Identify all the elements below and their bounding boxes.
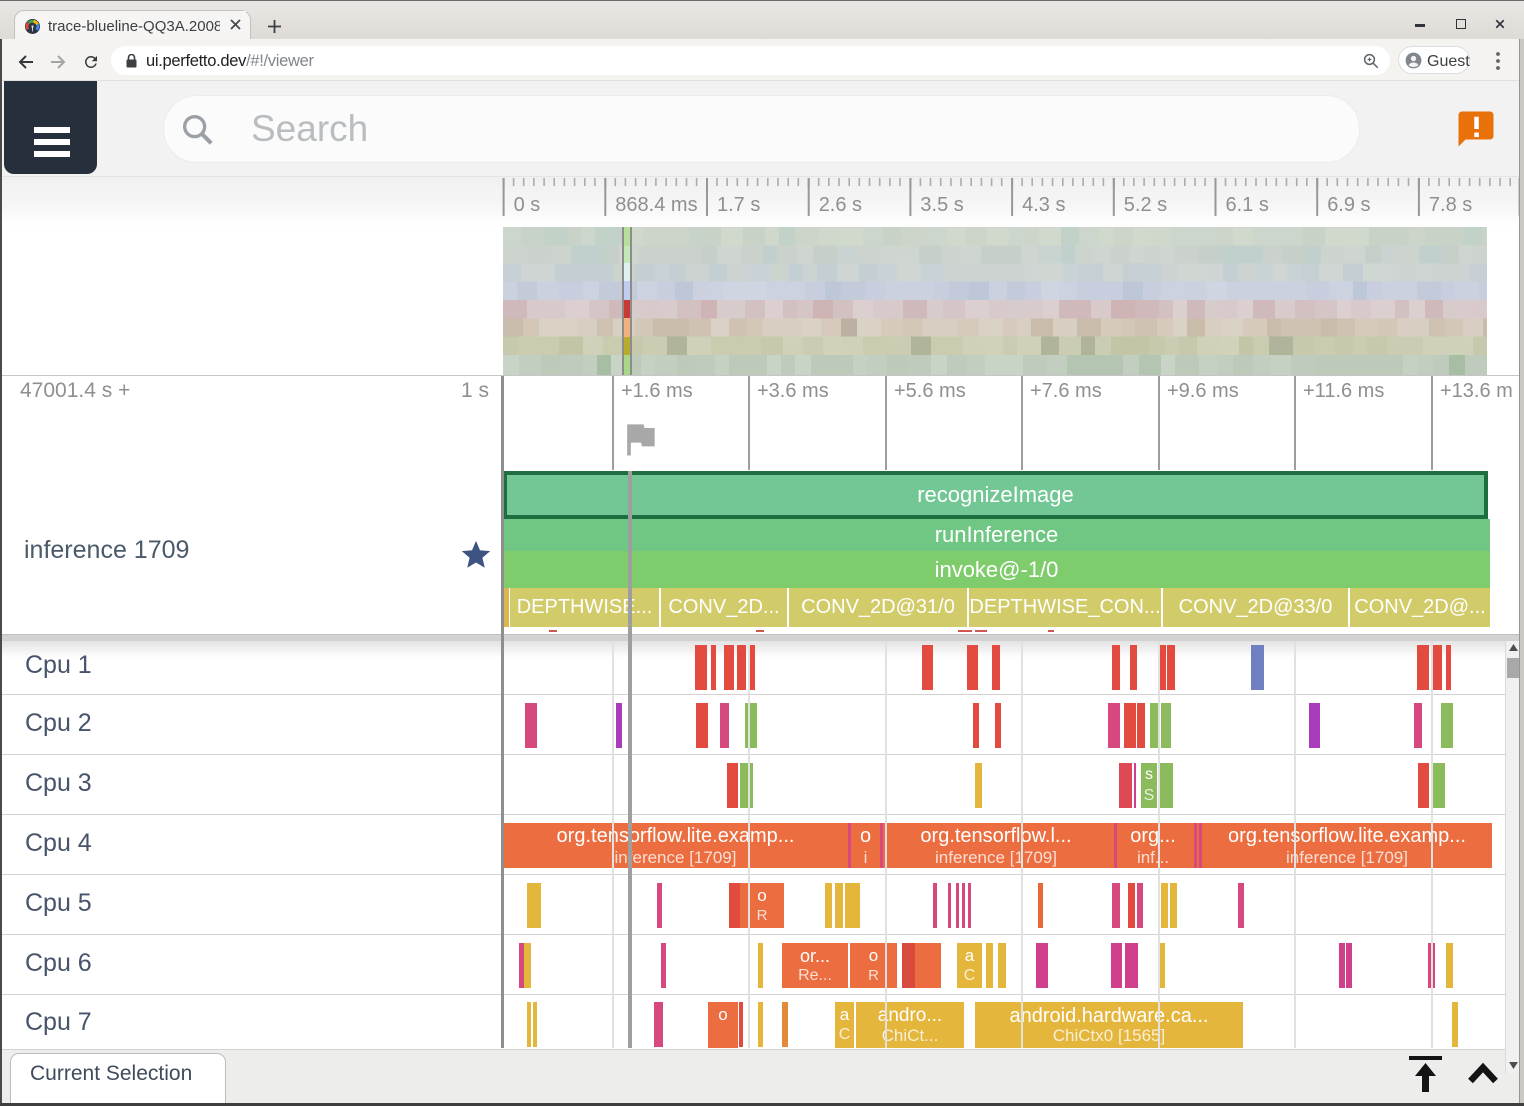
svg-text:7.8 s: 7.8 s: [1429, 194, 1472, 216]
svg-text:5.2 s: 5.2 s: [1124, 194, 1167, 216]
svg-text:6.1 s: 6.1 s: [1226, 194, 1269, 216]
svg-text:3.5 s: 3.5 s: [920, 194, 963, 216]
svg-text:4.3 s: 4.3 s: [1022, 194, 1065, 216]
svg-text:1.7 s: 1.7 s: [717, 194, 760, 216]
svg-text:6.9 s: 6.9 s: [1327, 194, 1370, 216]
svg-text:2.6 s: 2.6 s: [819, 194, 862, 216]
svg-text:0 s: 0 s: [514, 194, 541, 216]
svg-text:868.4 ms: 868.4 ms: [615, 194, 697, 216]
